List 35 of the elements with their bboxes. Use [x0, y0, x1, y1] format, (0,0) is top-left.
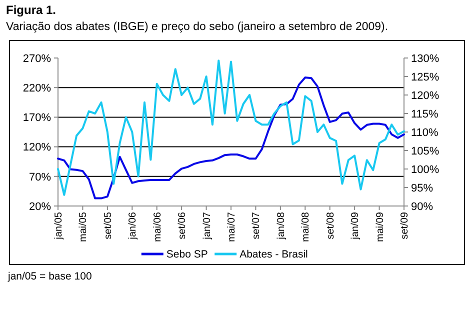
- x-tick-label: mai/05: [78, 212, 90, 242]
- x-tick-label: mai/07: [226, 212, 238, 242]
- y2-tick-label: 95%: [411, 182, 434, 194]
- y-tick-label: 20%: [28, 200, 52, 213]
- y2-tick-label: 110%: [411, 126, 439, 139]
- chart-subtitle: Variação dos abates (IBGE) e preço do sebo (janeiro a setembro de 2009).: [6, 21, 388, 33]
- y2-tick-label: 125%: [411, 71, 440, 84]
- y2-tick-label: 100%: [411, 164, 440, 176]
- y2-tick-label: 120%: [411, 90, 440, 102]
- x-tick-label: set/05: [102, 212, 114, 240]
- x-tick-label: jan/07: [202, 212, 213, 240]
- y-tick-label: 120%: [22, 142, 52, 154]
- y2-tick-label: 130%: [411, 52, 440, 65]
- x-tick-label: jan/09: [350, 212, 362, 240]
- y-tick-label: 70%: [28, 171, 52, 184]
- y2-tick-label: 115%: [411, 108, 439, 120]
- x-tick-label: mai/08: [300, 212, 312, 242]
- text: jan/05 = base 100: [7, 270, 92, 283]
- x-tick-label: set/08: [325, 212, 336, 240]
- x-tick-label: jan/08: [276, 212, 287, 240]
- x-tick-label: set/09: [400, 212, 410, 240]
- legend-label: Abates - Brasil: [240, 248, 308, 261]
- y-tick-label: 170%: [22, 112, 52, 124]
- x-tick-label: mai/06: [152, 212, 164, 242]
- y2-tick-label: 90%: [411, 200, 434, 213]
- y-tick-label: 270%: [22, 52, 52, 65]
- legend-label: Sebo SP: [166, 248, 208, 261]
- x-tick-label: mai/09: [374, 212, 386, 242]
- x-tick-label: jan/05: [54, 212, 64, 240]
- x-tick-label: set/07: [251, 212, 262, 240]
- x-tick-label: set/06: [177, 212, 188, 240]
- x-tick-label: jan/06: [128, 212, 139, 240]
- y-tick-label: 220%: [22, 82, 52, 94]
- y2-tick-label: 105%: [411, 145, 440, 158]
- chart-title: Figura 1.: [6, 3, 56, 17]
